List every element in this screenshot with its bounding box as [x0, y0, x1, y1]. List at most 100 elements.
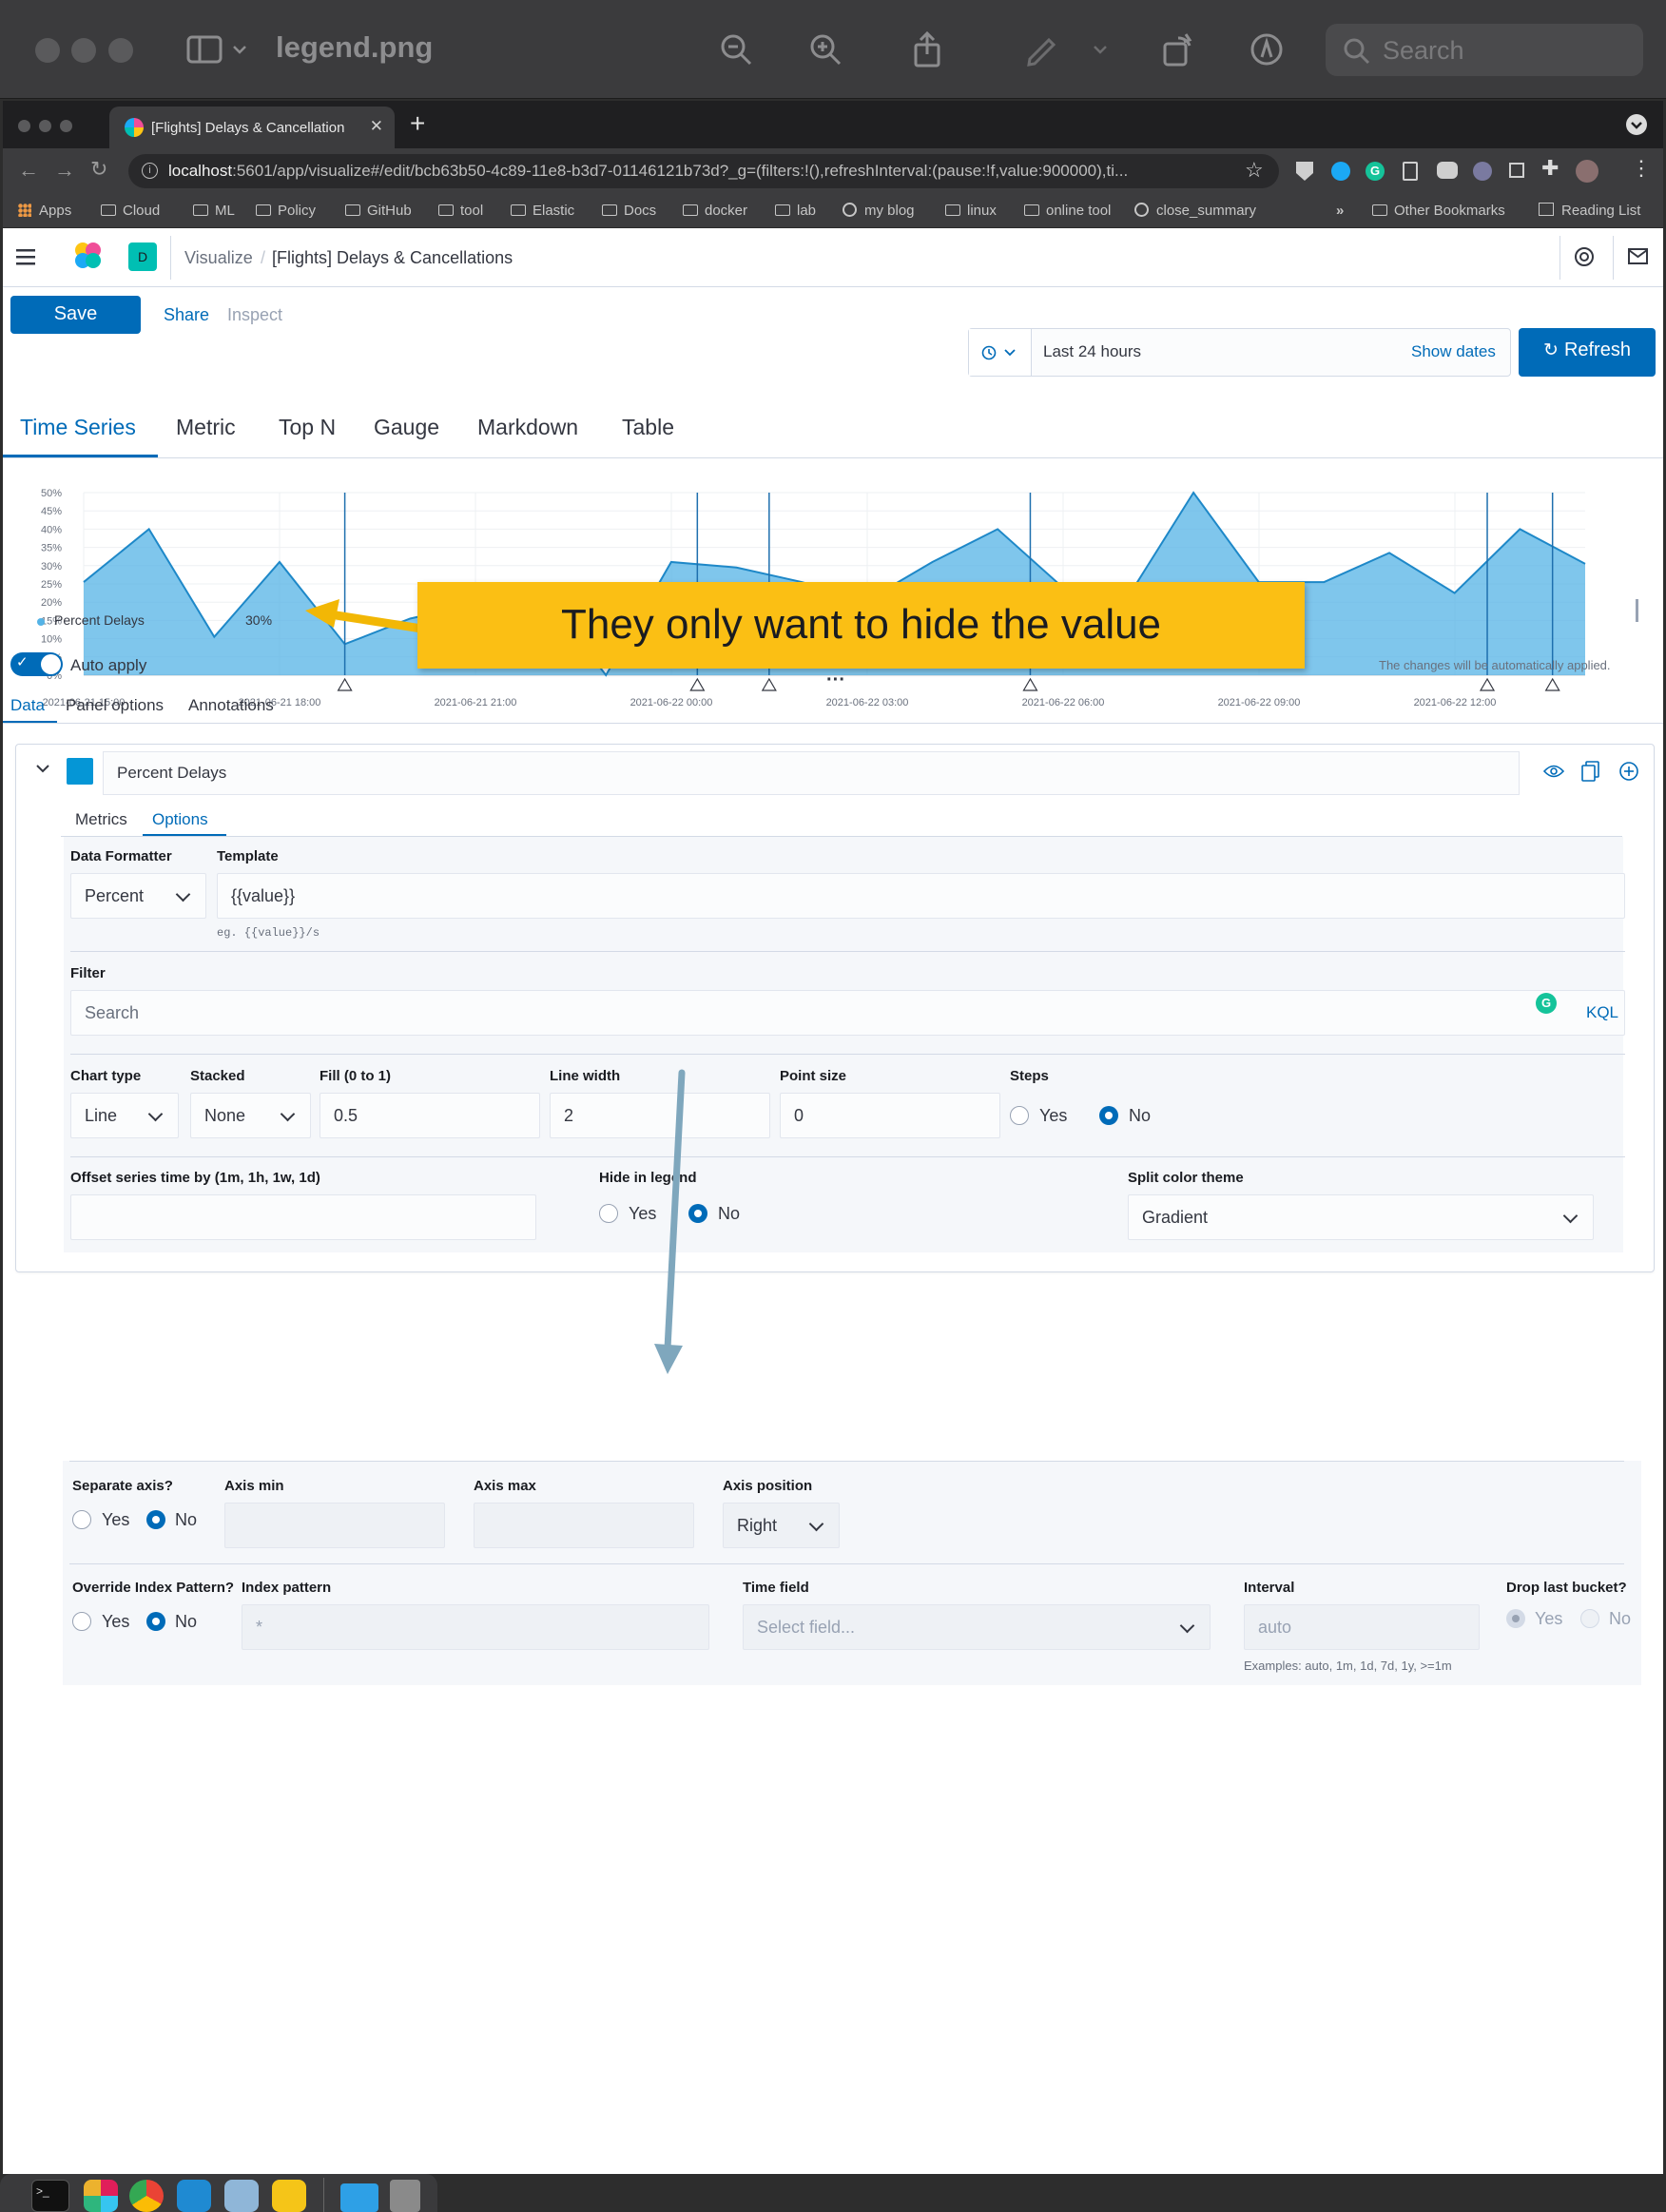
grammarly-icon[interactable]: G: [1536, 993, 1557, 1014]
hide-legend-no-radio[interactable]: [688, 1204, 707, 1223]
drop-last-yes-radio[interactable]: [1506, 1609, 1525, 1628]
rotate-icon[interactable]: [1157, 29, 1199, 70]
override-no-radio[interactable]: [146, 1612, 165, 1631]
extension-shield-icon[interactable]: [1296, 162, 1313, 181]
auto-apply-toggle[interactable]: ✓: [10, 652, 63, 676]
separate-axis-no-radio[interactable]: [146, 1510, 165, 1529]
extension-profile-icon[interactable]: [1473, 162, 1492, 181]
line-width-input[interactable]: 2: [550, 1093, 770, 1138]
bookmark-docker[interactable]: docker: [683, 203, 747, 219]
subtab-metrics[interactable]: Metrics: [75, 810, 127, 828]
space-badge[interactable]: D: [128, 243, 157, 271]
minimize-window-button[interactable]: [71, 38, 96, 63]
bookmark-star-icon[interactable]: ☆: [1245, 158, 1264, 182]
legend-scrollbar[interactable]: [1636, 599, 1638, 622]
browser-menu-icon[interactable]: ⋮: [1631, 156, 1652, 180]
browser-tab[interactable]: [Flights] Delays & Cancellation ✕: [109, 107, 395, 148]
refresh-button[interactable]: ↻ Refresh: [1519, 328, 1656, 377]
close-tab-icon[interactable]: ✕: [369, 117, 383, 135]
close-window-button[interactable]: [35, 38, 60, 63]
add-series-icon[interactable]: [1618, 761, 1639, 782]
zoom-window-button[interactable]: [60, 120, 72, 132]
extension-chat-icon[interactable]: [1437, 162, 1458, 179]
terminal-icon[interactable]: >_: [31, 2180, 69, 2212]
site-info-icon[interactable]: i: [142, 163, 158, 179]
zoom-window-button[interactable]: [108, 38, 133, 63]
extensions-puzzle-icon[interactable]: ✚: [1541, 156, 1559, 180]
menu-icon[interactable]: [16, 247, 37, 271]
steps-yes-radio[interactable]: [1010, 1106, 1029, 1125]
separate-axis-yes-radio[interactable]: [72, 1510, 91, 1529]
resize-handle-icon[interactable]: ···: [826, 669, 845, 690]
bookmark-apps[interactable]: Apps: [18, 203, 71, 219]
bookmark-cloud[interactable]: Cloud: [101, 203, 160, 219]
tab-annotations[interactable]: Annotations: [188, 696, 274, 714]
back-icon[interactable]: ←: [18, 158, 39, 182]
extension-copy-icon[interactable]: [1509, 163, 1524, 178]
time-field-select[interactable]: Select field...: [743, 1604, 1211, 1650]
series-label-input[interactable]: Percent Delays: [103, 751, 1520, 795]
steps-no-radio[interactable]: [1099, 1106, 1118, 1125]
index-pattern-input[interactable]: *: [242, 1604, 709, 1650]
axis-position-select[interactable]: Right: [723, 1503, 840, 1548]
kql-toggle[interactable]: KQL: [1586, 1003, 1619, 1021]
new-tab-icon[interactable]: +: [410, 108, 426, 138]
point-size-input[interactable]: 0: [780, 1093, 1000, 1138]
time-picker[interactable]: Last 24 hours Show dates: [968, 328, 1511, 377]
tab-gauge[interactable]: Gauge: [374, 415, 440, 439]
chrome-icon[interactable]: [129, 2180, 164, 2212]
markup-chevron-icon[interactable]: [1089, 29, 1112, 70]
axis-max-input[interactable]: [474, 1503, 694, 1548]
legend-series-name[interactable]: Percent Delays: [54, 612, 145, 628]
slack-icon[interactable]: [84, 2180, 118, 2212]
tab-table[interactable]: Table: [622, 415, 674, 439]
markup-icon[interactable]: [1246, 29, 1288, 70]
reload-icon[interactable]: ↻: [90, 157, 108, 181]
reading-list[interactable]: Reading List: [1539, 203, 1640, 219]
kibana-logo-icon[interactable]: [73, 242, 102, 270]
extension-doc-icon[interactable]: [1403, 162, 1418, 181]
tab-metric[interactable]: Metric: [176, 415, 236, 439]
avatar[interactable]: [1576, 160, 1598, 183]
minimize-window-button[interactable]: [39, 120, 51, 132]
bookmark-close-summary[interactable]: close_summary: [1134, 203, 1256, 219]
forward-icon[interactable]: →: [54, 158, 75, 182]
drop-last-no-radio[interactable]: [1580, 1609, 1599, 1628]
bookmark-other[interactable]: Other Bookmarks: [1372, 203, 1505, 219]
fill-input[interactable]: 0.5: [320, 1093, 540, 1138]
url-bar[interactable]: i localhost:5601/app/visualize#/edit/bcb…: [128, 154, 1279, 188]
bookmark-linux[interactable]: linux: [945, 203, 997, 219]
show-dates-link[interactable]: Show dates: [1411, 342, 1496, 360]
share-link[interactable]: Share: [164, 305, 210, 324]
sidebar-icon[interactable]: [184, 29, 225, 70]
grammarly-icon[interactable]: G: [1366, 162, 1385, 181]
bookmark-my-blog[interactable]: my blog: [843, 203, 915, 219]
downloads-folder-icon[interactable]: [340, 2183, 378, 2212]
pen-icon[interactable]: [1020, 29, 1062, 70]
vscode-icon[interactable]: [177, 2180, 211, 2212]
tab-search-icon[interactable]: [1626, 114, 1647, 135]
template-input[interactable]: {{value}}: [217, 873, 1625, 919]
tab-markdown[interactable]: Markdown: [477, 415, 579, 439]
hide-legend-yes-radio[interactable]: [599, 1204, 618, 1223]
help-icon[interactable]: [1574, 246, 1595, 272]
bookmark-tool[interactable]: tool: [438, 203, 483, 219]
preview-search-field[interactable]: Search: [1326, 24, 1643, 76]
zoom-in-icon[interactable]: [804, 29, 846, 70]
bookmark-github[interactable]: GitHub: [345, 203, 412, 219]
close-window-button[interactable]: [18, 120, 30, 132]
axis-min-input[interactable]: [224, 1503, 445, 1548]
chart-type-select[interactable]: Line: [70, 1093, 179, 1138]
quick-select-button[interactable]: [969, 329, 1032, 376]
share-icon[interactable]: [906, 29, 948, 70]
subtab-options[interactable]: Options: [152, 810, 208, 828]
trash-icon[interactable]: [390, 2180, 420, 2212]
split-color-select[interactable]: Gradient: [1128, 1194, 1594, 1240]
interval-input[interactable]: auto: [1244, 1604, 1480, 1650]
bookmark-ml[interactable]: ML: [193, 203, 235, 219]
inspect-link[interactable]: Inspect: [227, 305, 283, 324]
series-color-swatch[interactable]: [67, 758, 93, 785]
more-bookmarks-icon[interactable]: »: [1336, 203, 1345, 219]
bookmark-policy[interactable]: Policy: [256, 203, 316, 219]
newsfeed-icon[interactable]: [1628, 248, 1649, 270]
